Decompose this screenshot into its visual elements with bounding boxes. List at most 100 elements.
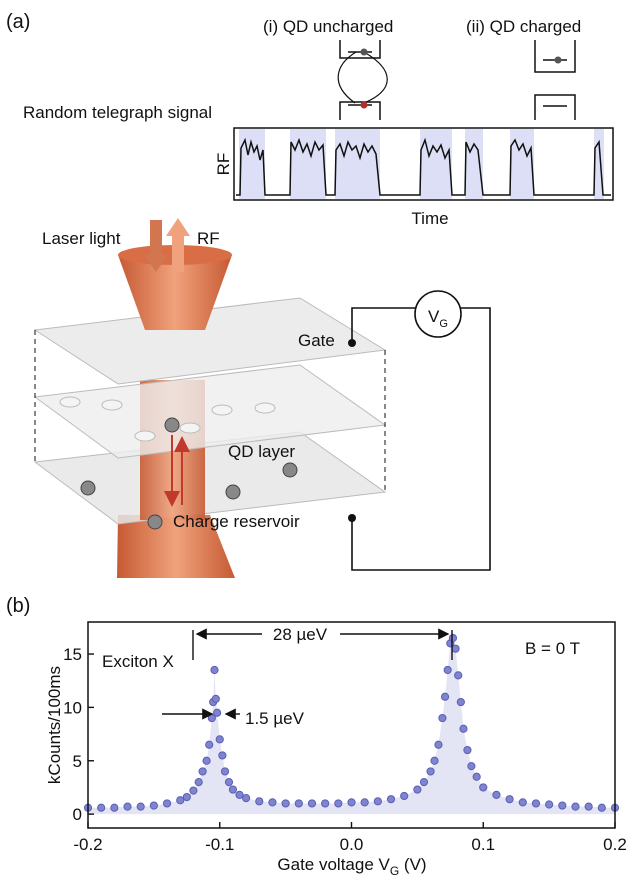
data-point xyxy=(374,798,381,805)
data-point xyxy=(532,800,539,807)
data-point xyxy=(150,802,157,809)
annotation: 28 µeV xyxy=(273,625,328,644)
data-point xyxy=(598,804,605,811)
state-label: (i) QD uncharged xyxy=(263,17,393,36)
data-point xyxy=(236,791,243,798)
data-point xyxy=(137,803,144,810)
laser-label: Laser light xyxy=(42,229,121,248)
data-point xyxy=(439,714,446,721)
x-tick-label: 0.2 xyxy=(603,835,627,854)
rf-label: RF xyxy=(197,229,220,248)
data-point xyxy=(295,800,302,807)
data-point xyxy=(98,804,105,811)
data-point xyxy=(559,802,566,809)
y-tick-label: 10 xyxy=(63,698,82,717)
x-label-subscript: G xyxy=(390,864,399,878)
data-point xyxy=(387,796,394,803)
data-point xyxy=(431,757,438,764)
data-point xyxy=(212,695,219,702)
y-axis-label: kCounts/100ms xyxy=(45,666,64,784)
rf-axis-label: RF xyxy=(214,153,233,176)
data-point xyxy=(256,798,263,805)
x-tick-label: 0.0 xyxy=(340,835,364,854)
data-point xyxy=(348,799,355,806)
gate-label: Gate xyxy=(298,331,335,350)
data-point xyxy=(219,752,226,759)
data-point xyxy=(195,779,202,786)
data-point xyxy=(269,799,276,806)
data-point xyxy=(190,787,197,794)
contact xyxy=(348,339,356,347)
rts-label: Random telegraph signal xyxy=(23,103,212,122)
data-point xyxy=(216,736,223,743)
data-point xyxy=(229,786,236,793)
data-point xyxy=(457,698,464,705)
data-point xyxy=(427,768,434,775)
data-point xyxy=(449,634,456,641)
x-tick-label: -0.2 xyxy=(73,835,102,854)
data-point xyxy=(444,666,451,673)
state-label: (ii) QD charged xyxy=(466,17,581,36)
data-point xyxy=(435,741,442,748)
reservoir-label: Charge reservoir xyxy=(173,512,300,531)
electron xyxy=(361,102,368,109)
y-tick-label: 5 xyxy=(73,752,82,771)
vg-subscript: G xyxy=(439,318,448,330)
data-point xyxy=(420,779,427,786)
data-point xyxy=(519,799,526,806)
data-point xyxy=(480,784,487,791)
energy-diagram xyxy=(338,40,575,120)
x-tick-label: 0.1 xyxy=(471,835,495,854)
data-point xyxy=(199,768,206,775)
data-point xyxy=(163,800,170,807)
data-point xyxy=(214,709,221,716)
qd-plane xyxy=(35,365,385,458)
x-tick-label: -0.1 xyxy=(205,835,234,854)
annotation: Exciton X xyxy=(102,652,174,671)
data-point xyxy=(322,800,329,807)
time-axis-label: Time xyxy=(411,209,448,228)
y-tick-label: 0 xyxy=(73,805,82,824)
electron xyxy=(555,57,562,64)
data-point xyxy=(225,779,232,786)
data-point xyxy=(468,762,475,769)
data-point xyxy=(493,791,500,798)
x-label-unit: (V) xyxy=(399,855,426,874)
vg-text: V xyxy=(428,307,440,326)
x-label-text: Gate voltage V xyxy=(277,855,390,874)
data-point xyxy=(464,746,471,753)
data-point xyxy=(243,795,250,802)
circuit xyxy=(352,291,490,570)
data-point xyxy=(183,793,190,800)
data-point xyxy=(585,803,592,810)
data-point xyxy=(124,803,131,810)
data-point xyxy=(401,792,408,799)
data-point xyxy=(211,666,218,673)
data-point xyxy=(361,799,368,806)
figure: (a) (i) QD uncharged (ii) QD charged Ran… xyxy=(0,0,634,878)
data-point xyxy=(460,725,467,732)
data-point xyxy=(282,800,289,807)
annotation: B = 0 T xyxy=(525,639,580,658)
annotation: 1.5 µeV xyxy=(245,709,305,728)
data-point xyxy=(452,645,459,652)
data-point xyxy=(308,800,315,807)
data-point xyxy=(177,797,184,804)
data-point xyxy=(572,803,579,810)
y-tick-label: 15 xyxy=(63,645,82,664)
electron xyxy=(361,49,368,56)
data-point xyxy=(203,757,210,764)
rts-shading xyxy=(239,129,604,199)
data-point xyxy=(473,773,480,780)
data-point xyxy=(206,741,213,748)
data-point xyxy=(414,786,421,793)
data-point xyxy=(441,693,448,700)
panel-label: (b) xyxy=(6,595,30,617)
data-point xyxy=(455,672,462,679)
contact xyxy=(348,514,356,522)
x-axis-label: Gate voltage VG (V) xyxy=(277,855,426,878)
data-point xyxy=(546,801,553,808)
data-point xyxy=(335,800,342,807)
data-point xyxy=(506,796,513,803)
data-point xyxy=(221,768,228,775)
